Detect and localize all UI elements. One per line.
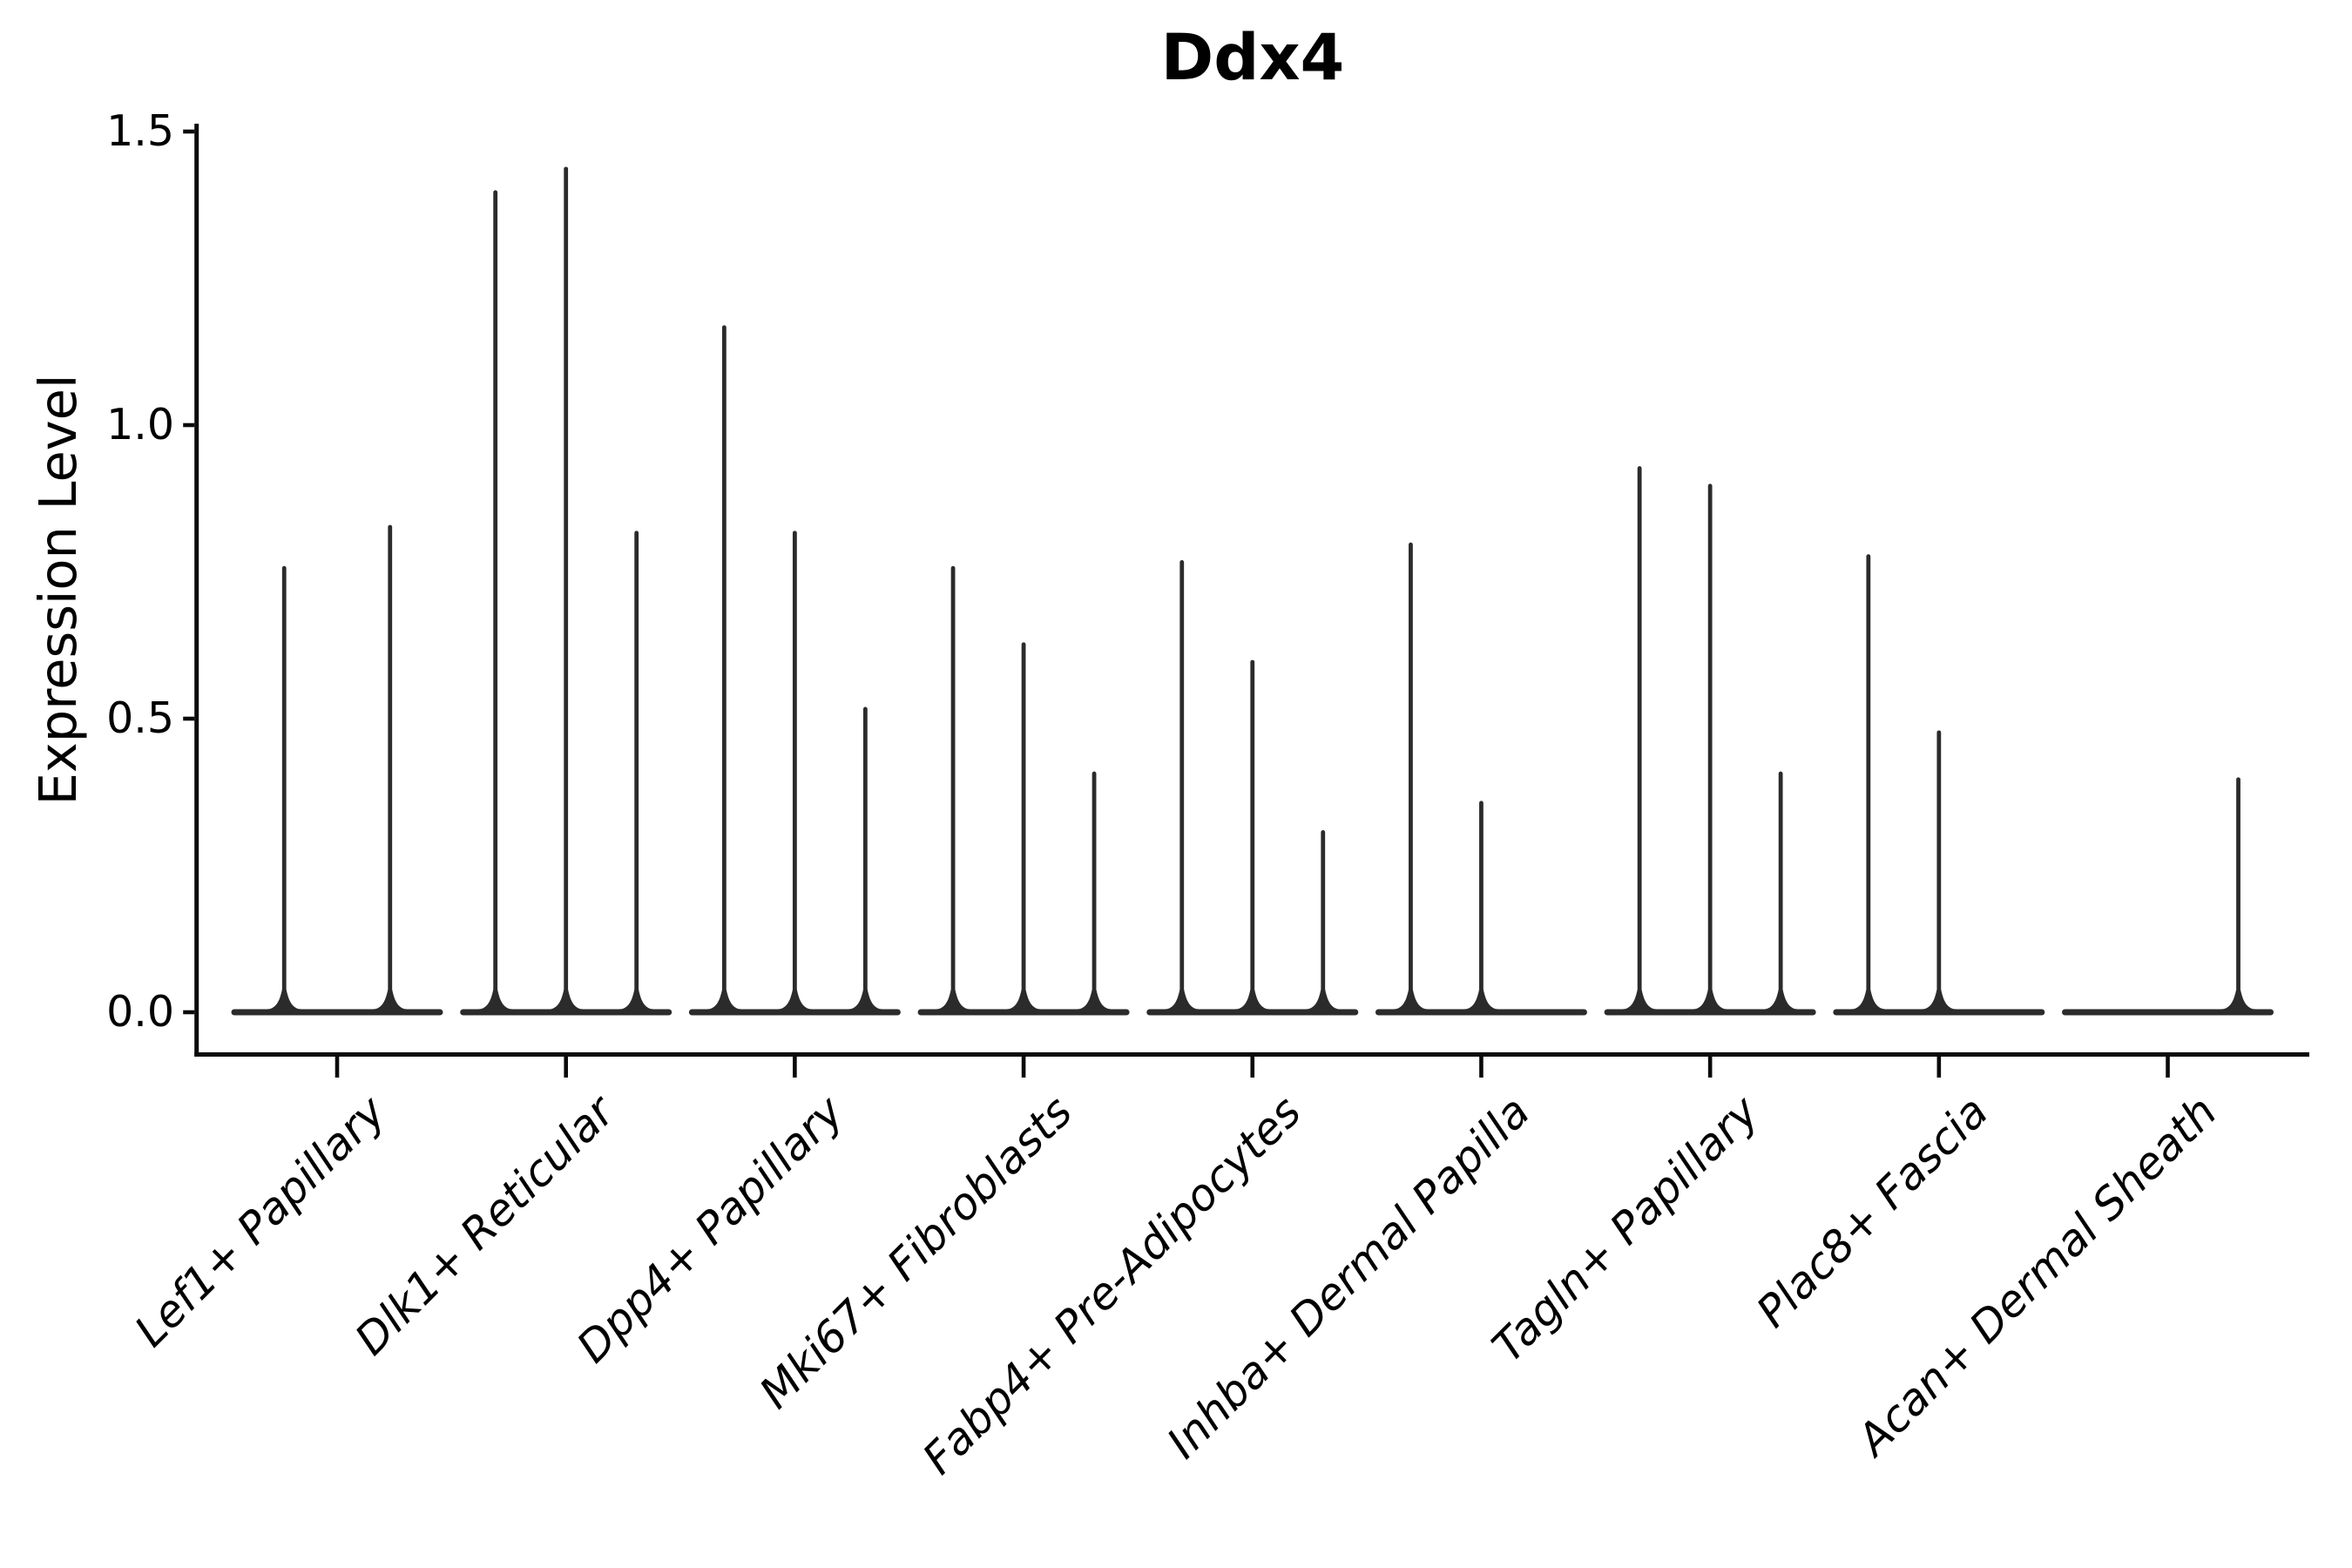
violin-foot xyxy=(618,990,654,1016)
violin-baseline xyxy=(2062,1009,2274,1016)
y-tick-mark xyxy=(183,422,195,428)
violin-foot xyxy=(1006,990,1042,1016)
x-tick-mark xyxy=(335,1057,340,1078)
violin-foot xyxy=(1463,990,1499,1016)
y-tick-label: 1.0 xyxy=(106,400,174,449)
y-tick-mark xyxy=(183,716,195,721)
violin-spike xyxy=(1637,466,1642,1012)
violin-foot xyxy=(848,990,883,1016)
violin-foot xyxy=(936,990,971,1016)
violin-foot xyxy=(1763,990,1799,1016)
plot-title: Ddx4 xyxy=(1160,21,1345,95)
violin-spike xyxy=(1479,801,1484,1012)
violin-spike xyxy=(950,565,956,1012)
violin-foot xyxy=(1164,990,1200,1016)
violin-spike xyxy=(1179,560,1185,1012)
violin-spike xyxy=(1092,771,1097,1012)
violin-spike xyxy=(792,531,797,1012)
violin-foot xyxy=(2220,990,2256,1016)
violin-baseline xyxy=(231,1009,443,1016)
violin-spike xyxy=(493,190,498,1012)
left-spine xyxy=(194,124,199,1057)
violin-foot xyxy=(1393,990,1429,1016)
violin-foot xyxy=(1622,990,1658,1016)
x-tick-mark xyxy=(1936,1057,1942,1078)
violin-spike xyxy=(634,531,639,1012)
x-tick-mark xyxy=(2166,1057,2170,1078)
violin-foot xyxy=(1850,990,1886,1016)
violin-foot xyxy=(477,990,513,1016)
y-tick-mark xyxy=(183,129,195,134)
violin-spike xyxy=(1707,483,1713,1012)
violin-spike xyxy=(388,524,393,1012)
violin-spike xyxy=(1250,659,1255,1012)
y-tick-mark xyxy=(183,1010,195,1015)
violin-foot xyxy=(1077,990,1112,1016)
violin-foot xyxy=(777,990,813,1016)
violin-spike xyxy=(1021,642,1026,1012)
violin-spike xyxy=(862,706,868,1012)
violin-foot xyxy=(1234,990,1270,1016)
violin-foot xyxy=(1305,990,1341,1016)
violin-foot xyxy=(372,990,408,1016)
bottom-spine xyxy=(194,1052,2310,1057)
violin-foot xyxy=(1693,990,1728,1016)
violin-foot xyxy=(1921,990,1957,1016)
x-tick-mark xyxy=(1479,1057,1484,1078)
violin-foot xyxy=(706,990,742,1016)
x-tick-mark xyxy=(793,1057,797,1078)
violin-spike xyxy=(281,565,287,1012)
y-tick-label: 0.0 xyxy=(106,987,174,1037)
violin-foot xyxy=(548,990,584,1016)
x-tick-mark xyxy=(564,1057,568,1078)
y-tick-label: 0.5 xyxy=(106,693,174,743)
x-tick-mark xyxy=(1021,1057,1026,1078)
violin-spike xyxy=(2236,777,2240,1012)
violin-spike xyxy=(1321,830,1326,1012)
x-tick-mark xyxy=(1250,1057,1255,1078)
x-tick-mark xyxy=(1707,1057,1713,1078)
violin-spike xyxy=(1936,730,1942,1012)
violin-spike xyxy=(564,166,569,1012)
violin-spike xyxy=(1409,542,1413,1012)
violin-spike xyxy=(1866,554,1871,1012)
violin-spike xyxy=(1778,771,1783,1012)
y-tick-label: 1.5 xyxy=(106,106,174,156)
violin-foot xyxy=(267,990,302,1016)
y-axis-label: Expression Level xyxy=(28,374,88,806)
violin-spike xyxy=(721,325,727,1012)
